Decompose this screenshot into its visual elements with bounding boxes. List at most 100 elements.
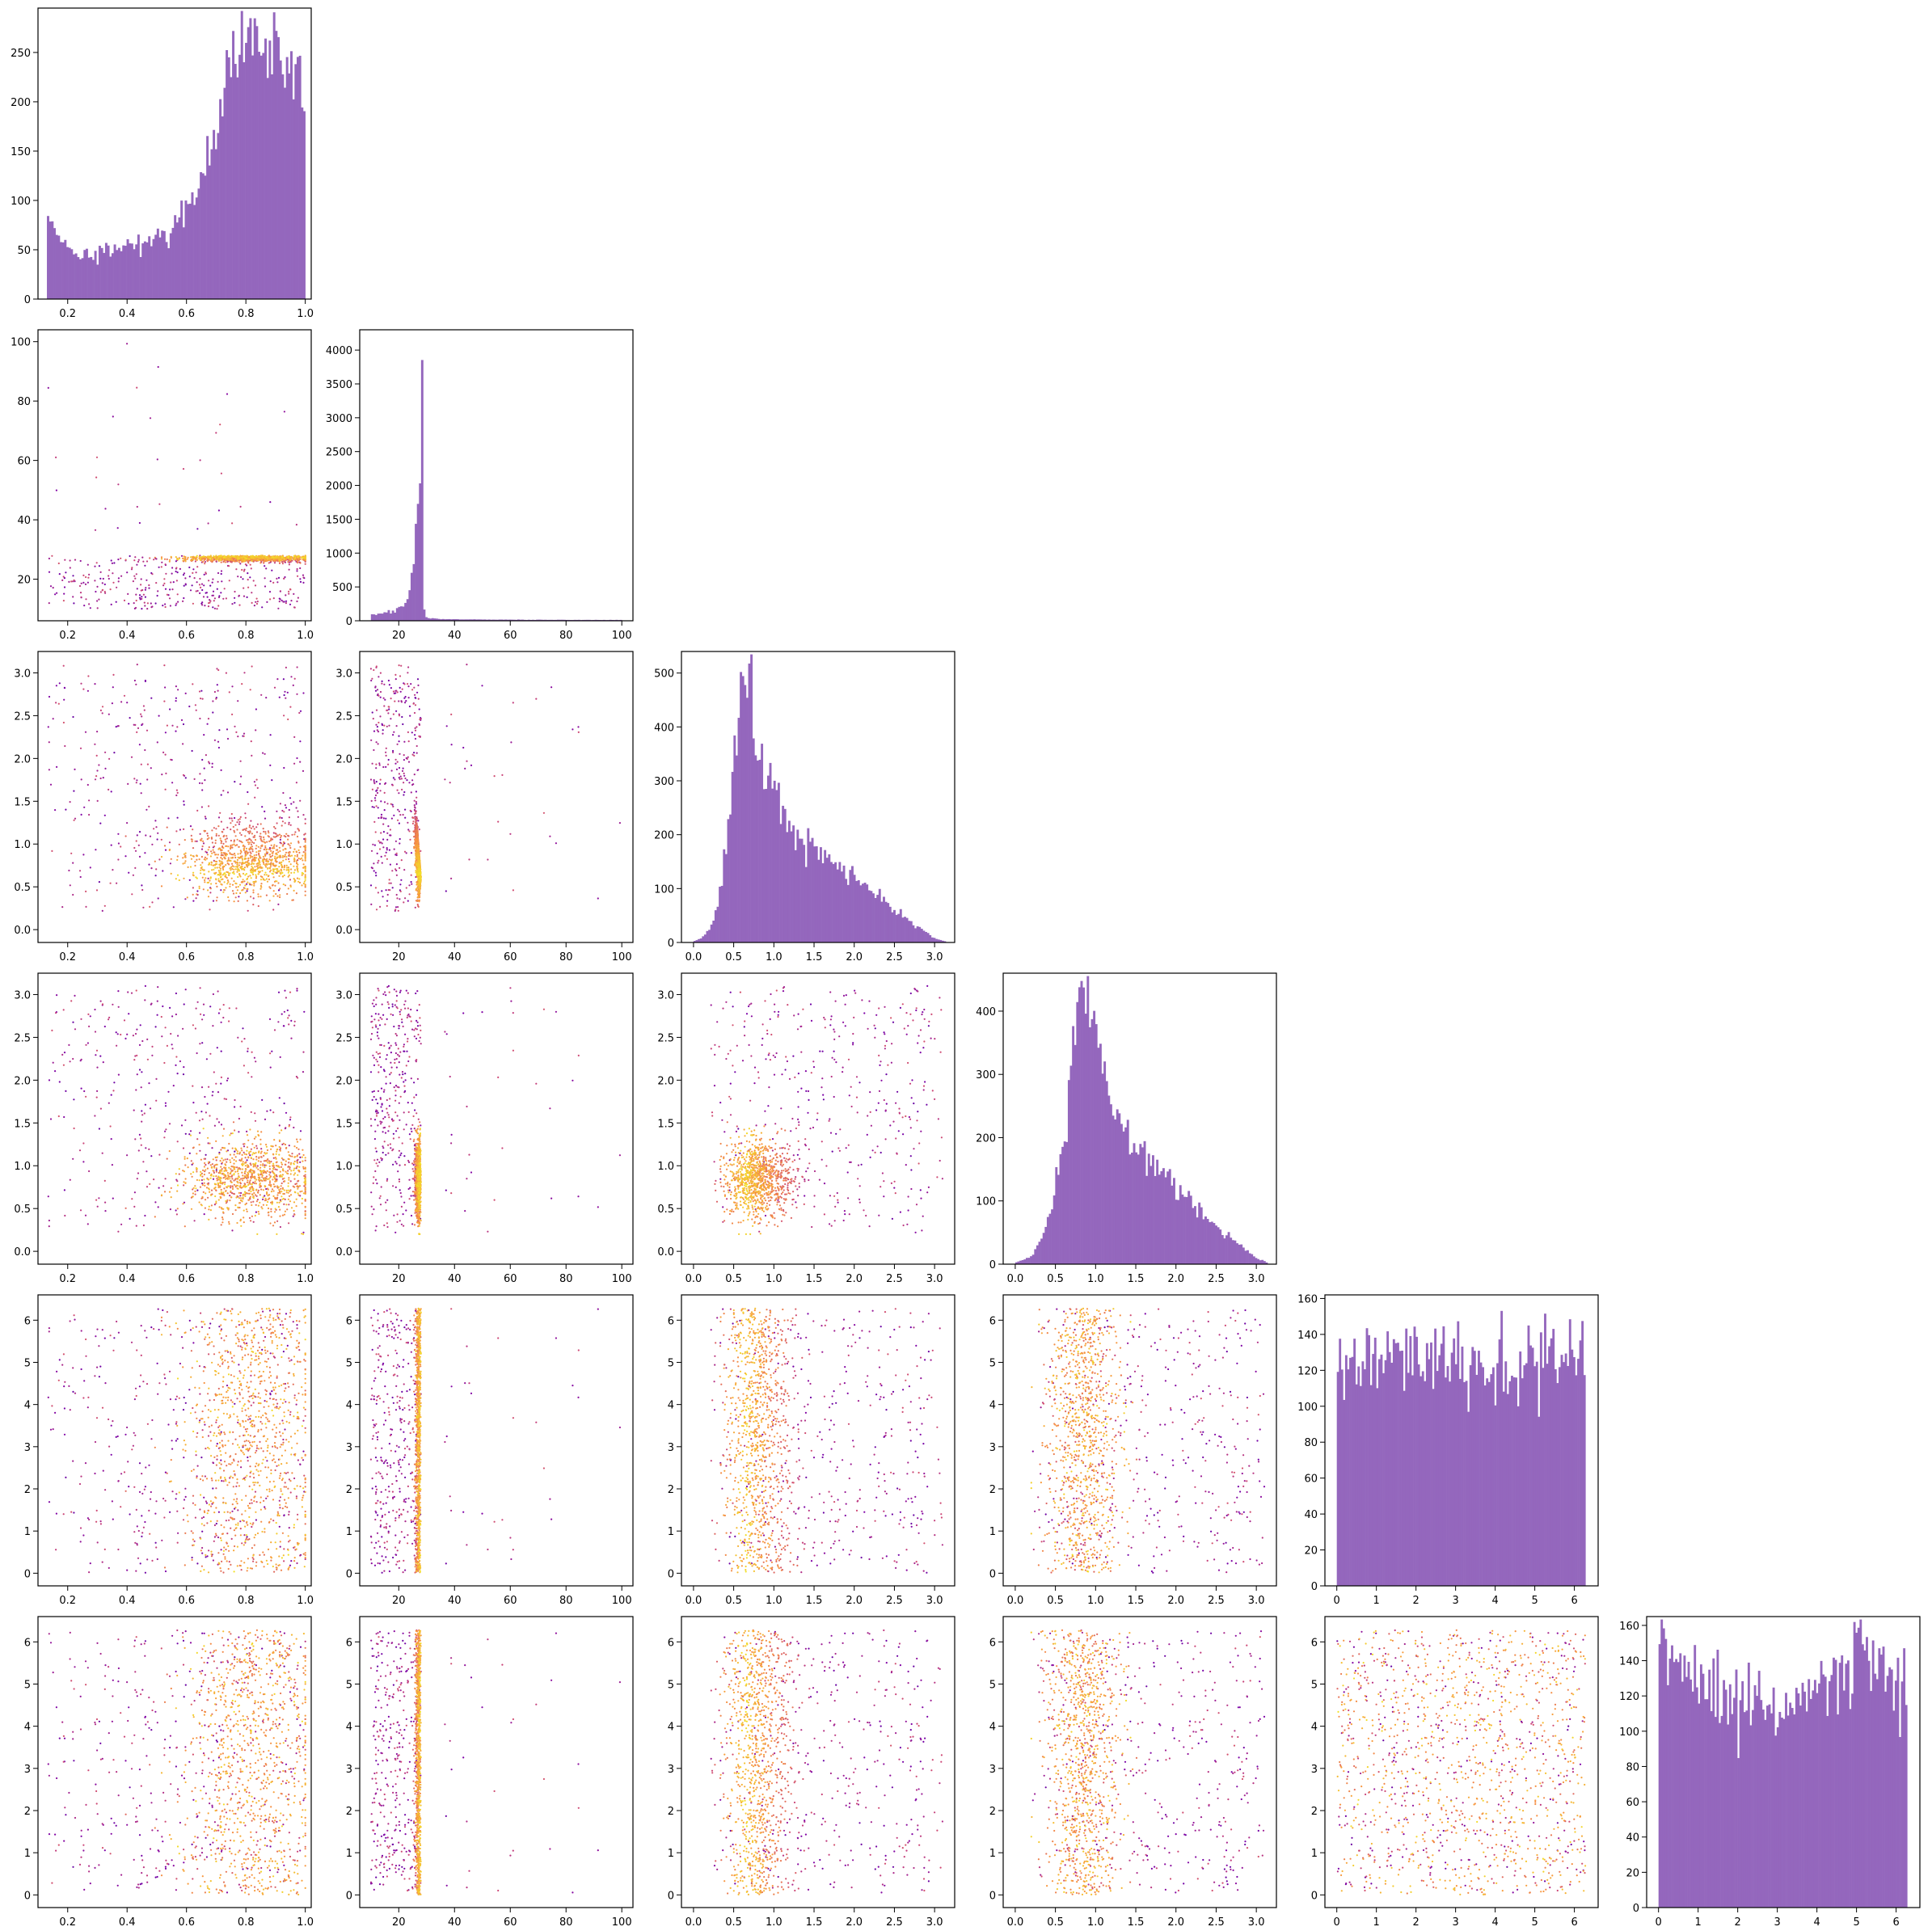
scatter-point [139,831,141,833]
scatter-point [285,997,287,998]
scatter-point [170,759,171,761]
scatter-point [72,1058,74,1060]
scatter-point [403,683,405,685]
y-tick-label: 2500 [326,447,352,459]
scatter-point [212,606,213,608]
scatter-point [397,744,399,745]
hist-bar [880,902,883,942]
scatter-point [234,1151,235,1153]
scatter-point [201,589,203,591]
scatter-point [108,578,110,580]
hist-bar [161,230,163,299]
scatter-point [65,809,66,811]
scatter-point [417,685,419,686]
scatter-point [297,560,298,562]
hist-bar [96,264,99,299]
scatter-point [118,1074,120,1076]
scatter-point [165,1103,167,1104]
scatter-point [183,585,185,587]
scatter-point [165,789,167,791]
hist-bar [392,610,394,621]
scatter-point [211,853,213,854]
scatter-point [216,1169,217,1170]
scatter-point [151,901,153,903]
scatter-point [244,845,246,847]
scatter-point [85,1215,86,1216]
scatter-point [196,571,197,573]
scatter-point [256,779,258,781]
y-tick-label: 20 [17,575,31,587]
scatter-point [197,590,199,592]
scatter-point [234,597,235,599]
scatter-point [464,768,466,769]
scatter-point [281,556,283,558]
scatter-point [269,867,271,869]
scatter-point [103,578,104,580]
scatter-point [169,1007,171,1009]
scatter-point [240,506,242,508]
scatter-point [247,858,249,859]
scatter-point [196,590,197,592]
scatter-point [207,882,209,883]
scatter-point [137,588,138,589]
scatter-point [382,766,384,768]
scatter-point [384,699,386,701]
scatter-point [293,878,295,879]
scatter-point [243,873,244,875]
hist-bar [75,254,78,299]
y-tick-label: 200 [11,97,31,109]
hist-bar [929,935,931,942]
scatter-point [255,1212,257,1213]
scatter-point [217,896,218,898]
scatter-point [211,869,213,871]
scatter-point [218,870,220,871]
scatter-point [245,563,247,565]
scatter-point [401,701,403,702]
scatter-point [416,816,417,818]
scatter-point [254,781,255,782]
scatter-point [212,579,213,580]
scatter-point [285,856,287,858]
hist-bar [112,253,114,299]
scatter-point [396,853,398,854]
scatter-point [239,833,241,834]
scatter-point [82,854,84,855]
scatter-point [163,701,165,702]
hist-bar [386,613,388,621]
scatter-point [388,759,390,761]
scatter-point [155,1078,157,1080]
scatter-point [225,864,226,866]
scatter-point [183,800,184,802]
scatter-point [139,1069,141,1070]
scatter-point [297,568,298,570]
scatter-point [70,853,72,854]
scatter-point [254,797,255,799]
scatter-point [176,726,178,727]
scatter-point [240,866,242,867]
scatter-point [386,852,387,854]
scatter-point [481,685,483,686]
scatter-point [129,555,131,557]
scatter-point [290,676,292,677]
scatter-point [50,1118,52,1119]
scatter-point [161,1035,162,1037]
scatter-point [257,873,259,875]
scatter-point [141,1086,142,1088]
scatter-point [218,875,220,876]
scatter-point [200,459,201,461]
scatter-point [133,602,135,604]
scatter-point [82,575,84,576]
scatter-point [276,880,277,882]
hist-bar [396,608,399,621]
scatter-point [278,875,280,877]
scatter-point [112,1164,113,1166]
scatter-point [208,849,209,850]
scatter-point [183,574,184,576]
hist-bar [243,62,245,299]
scatter-point [100,710,102,711]
scatter-point [375,690,377,692]
scatter-point [217,572,219,574]
scatter-point [299,882,301,883]
scatter-point [278,556,280,558]
scatter-point [190,589,192,591]
